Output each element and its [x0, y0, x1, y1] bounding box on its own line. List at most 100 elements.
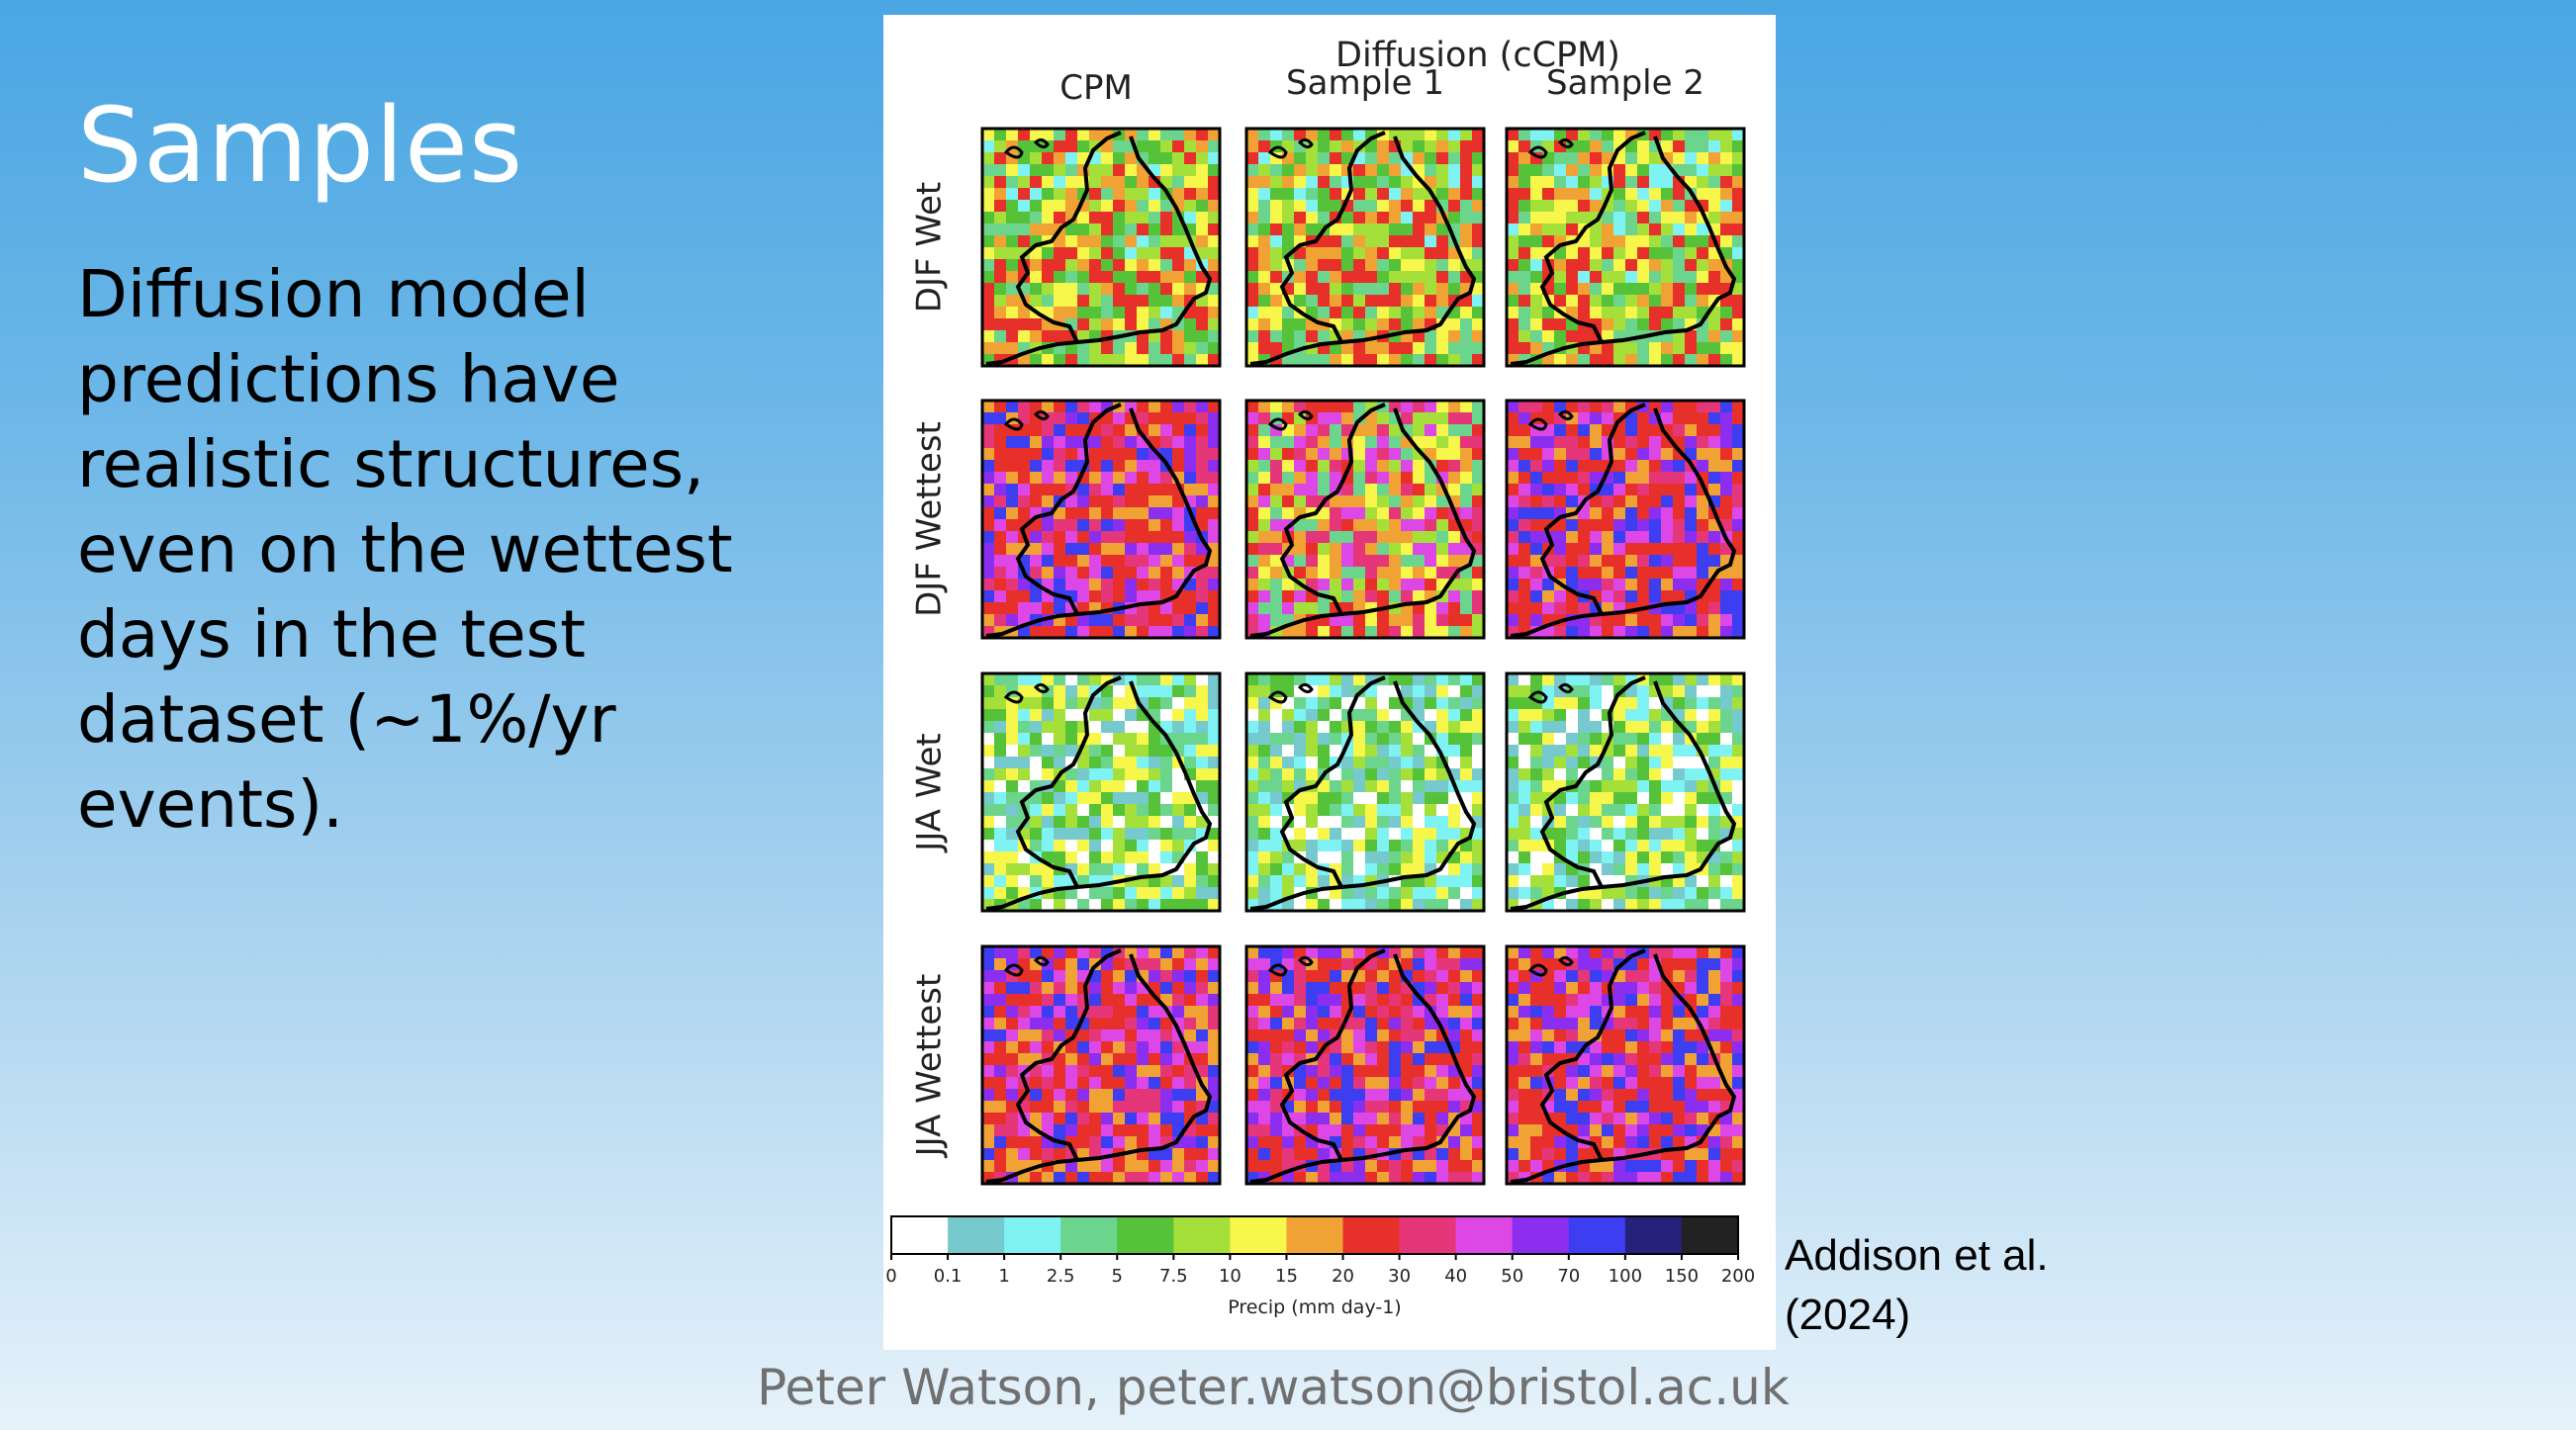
precip-cell — [1685, 946, 1698, 959]
precip-cell — [1018, 472, 1031, 485]
precip-cell — [1436, 804, 1449, 817]
precip-cell — [1472, 1172, 1485, 1185]
precip-cell — [1101, 1006, 1114, 1019]
precip-cell — [1270, 1041, 1283, 1054]
precip-cell — [1554, 460, 1567, 473]
precip-cell — [1125, 507, 1138, 520]
map-panel — [1505, 127, 1746, 368]
precip-cell — [1436, 721, 1449, 734]
precip-cell — [1282, 176, 1295, 189]
precip-cell — [1436, 283, 1449, 296]
precip-cell — [1113, 424, 1126, 437]
precip-cell — [1530, 259, 1543, 272]
coastline — [985, 680, 1213, 911]
precip-cell — [994, 318, 1007, 331]
precip-cell — [1448, 543, 1461, 556]
precip-cell — [1042, 460, 1055, 473]
precip-cell — [1566, 129, 1579, 141]
precip-cell — [1732, 495, 1745, 508]
precip-cell — [1054, 733, 1066, 746]
precip-cell — [1006, 495, 1019, 508]
precip-cell — [1042, 1041, 1055, 1054]
precip-cell — [1282, 235, 1295, 248]
precip-cell — [1472, 757, 1485, 769]
precip-cell — [1530, 1077, 1543, 1090]
precip-cell — [1448, 757, 1461, 769]
precip-cell — [1113, 484, 1126, 496]
precip-cell — [1649, 840, 1662, 852]
precip-cell — [1625, 1065, 1638, 1078]
precip-cell — [1685, 899, 1698, 912]
precip-cell — [1101, 958, 1114, 971]
precip-cell — [1625, 1113, 1638, 1125]
precip-cell — [1613, 780, 1626, 793]
precip-cell — [1042, 733, 1055, 746]
column-header: Sample 2 — [1546, 63, 1704, 103]
precip-cell — [1625, 590, 1638, 603]
precip-cell — [1042, 152, 1055, 165]
precip-cell — [1518, 757, 1531, 769]
precip-cell — [1365, 318, 1378, 331]
precip-cell — [1661, 804, 1674, 817]
precip-cell — [1318, 1018, 1331, 1030]
precip-cell — [1306, 1041, 1319, 1054]
precip-cell — [1542, 1006, 1555, 1019]
precip-cell — [1389, 1077, 1402, 1090]
precip-cell — [1425, 555, 1437, 568]
precip-cell — [1602, 223, 1614, 236]
precip-cell — [1318, 982, 1331, 995]
precip-cell — [1125, 212, 1138, 224]
precip-cell — [1401, 1053, 1414, 1066]
precip-cell — [1258, 982, 1271, 995]
precip-cell — [1507, 614, 1519, 627]
precip-cell — [1365, 307, 1378, 319]
precip-cell — [1208, 164, 1221, 177]
precip-cell — [1566, 259, 1579, 272]
precip-cell — [1089, 401, 1102, 413]
precip-cell — [994, 330, 1007, 343]
coastline — [1510, 953, 1737, 1184]
precip-cell — [1172, 982, 1185, 995]
precip-cell — [1507, 1006, 1519, 1019]
precip-cell — [1054, 958, 1066, 971]
precip-cell — [1720, 129, 1733, 141]
precip-cell — [1294, 259, 1307, 272]
precip-cell — [1377, 899, 1390, 912]
precip-cell — [1448, 875, 1461, 888]
precip-cell — [1720, 1148, 1733, 1161]
precip-cell — [1472, 354, 1485, 367]
precip-cell — [1697, 342, 1709, 355]
precip-cell — [1101, 164, 1114, 177]
precip-cell — [1518, 673, 1531, 686]
precip-cell — [1184, 188, 1197, 201]
precip-cell — [1377, 768, 1390, 781]
precip-cell — [1330, 840, 1342, 852]
precip-cell — [1602, 484, 1614, 496]
precip-cell — [1625, 188, 1638, 201]
precip-cell — [1270, 1018, 1283, 1030]
precip-cell — [1530, 295, 1543, 308]
precip-cell — [1089, 247, 1102, 260]
precip-cell — [1089, 579, 1102, 591]
precip-cell — [1125, 1160, 1138, 1173]
precip-cell — [1613, 1089, 1626, 1102]
precip-cell — [1137, 1160, 1150, 1173]
precip-cell — [1330, 271, 1342, 284]
precip-cell — [1566, 460, 1579, 473]
precip-cell — [1330, 745, 1342, 758]
precip-cell — [1413, 792, 1426, 805]
precip-cell — [1401, 519, 1414, 532]
precip-cell — [1149, 745, 1161, 758]
precip-cell — [1448, 590, 1461, 603]
precip-cell — [1006, 768, 1019, 781]
precip-cell — [1113, 685, 1126, 698]
precip-cell — [1507, 295, 1519, 308]
precip-cell — [1377, 507, 1390, 520]
precip-cell — [1294, 1006, 1307, 1019]
precip-cell — [1113, 223, 1126, 236]
precip-cell — [1160, 330, 1173, 343]
precip-cell — [1389, 152, 1402, 165]
precip-cell — [1448, 958, 1461, 971]
precip-cell — [1125, 721, 1138, 734]
precip-cell — [1353, 946, 1366, 959]
